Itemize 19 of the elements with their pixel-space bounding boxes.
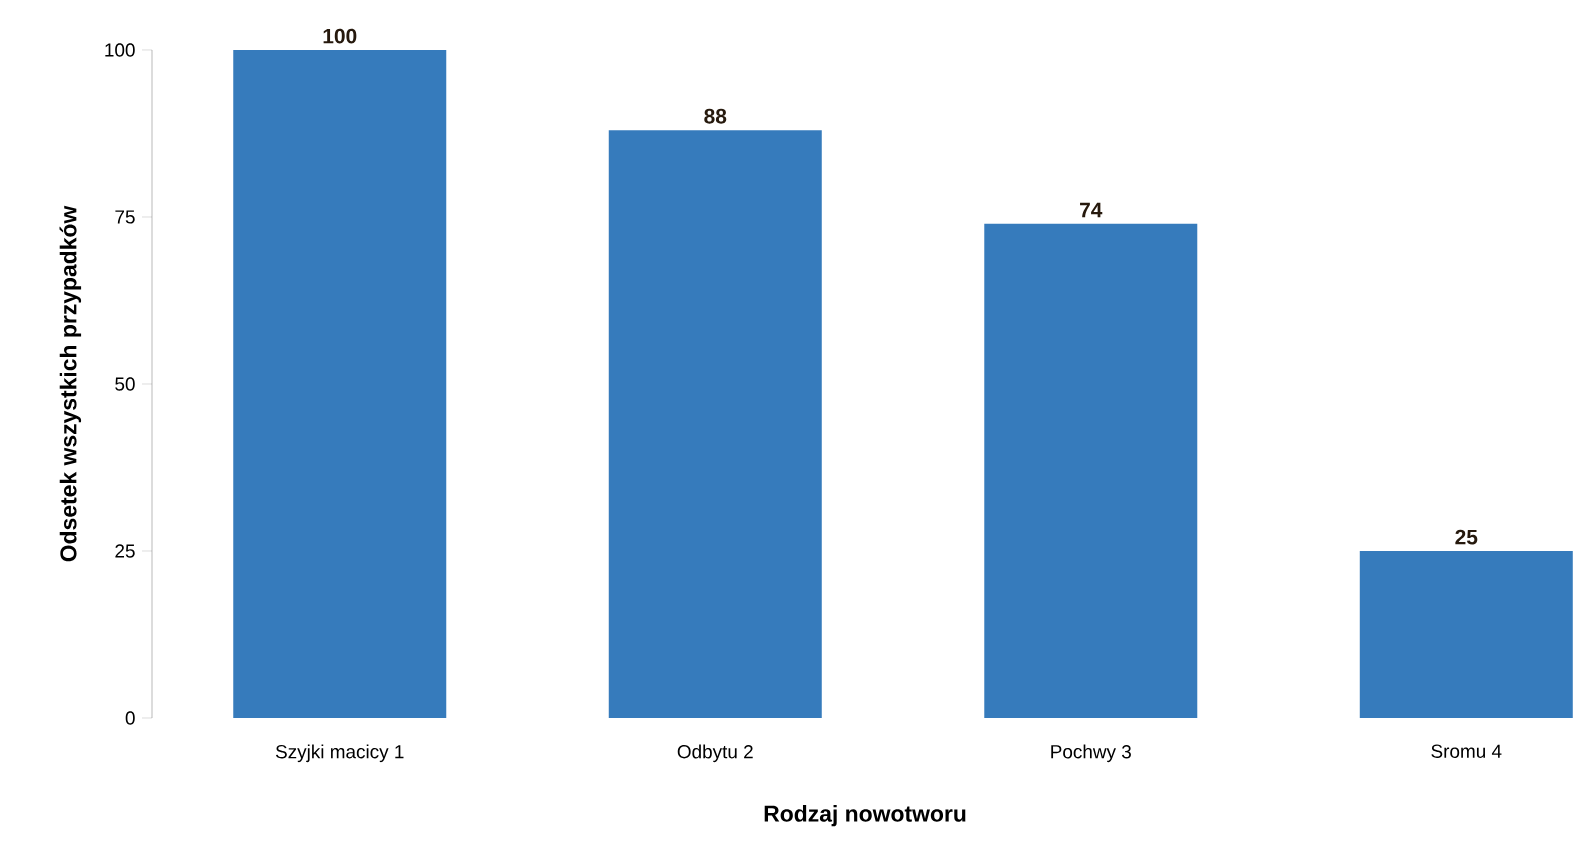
y-tick-label: 100 (105, 43, 135, 57)
data-label: 100 (323, 28, 357, 44)
y-tick-label: 25 (115, 544, 135, 558)
bar (984, 223, 1198, 718)
data-label: 88 (704, 108, 727, 124)
y-tick-label: 0 (125, 711, 135, 725)
y-tick-label: 75 (115, 210, 135, 224)
y-tick-label: 50 (115, 377, 135, 391)
x-tick-label: Sromu 4 (1431, 744, 1502, 758)
y-axis-title: Odsetek wszystkich przypadków (59, 205, 82, 562)
x-tick-label: Szyjki macicy 1 (275, 744, 404, 763)
bar (233, 49, 447, 718)
x-axis-title: Rodzaj nowotworu (764, 804, 966, 827)
bar (608, 130, 822, 718)
data-label: 25 (1455, 529, 1478, 545)
bar (1359, 550, 1573, 718)
x-tick-label: Pochwy 3 (1051, 744, 1131, 763)
data-label: 74 (1080, 202, 1103, 218)
x-tick-label: Odbytu 2 (677, 744, 753, 763)
